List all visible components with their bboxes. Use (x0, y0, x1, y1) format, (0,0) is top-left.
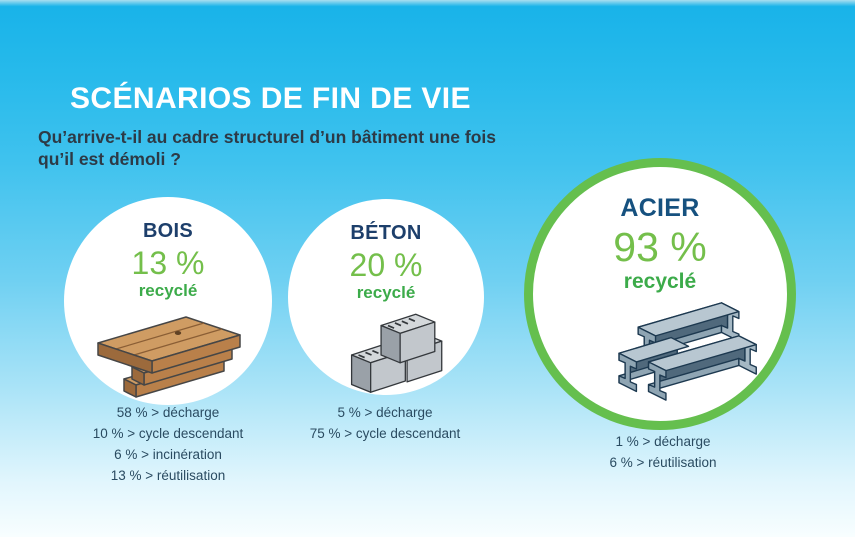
steel-beams-icon (593, 289, 758, 419)
breakdown-beton: 5 % > décharge 75 % > cycle descendant (260, 402, 510, 444)
breakdown-line: 5 % > décharge (337, 405, 433, 420)
breakdown-line: 10 % > cycle descendant (92, 426, 244, 441)
breakdown-line: 6 % > réutilisation (609, 455, 717, 470)
recycled-label: recyclé (623, 270, 697, 293)
breakdown-line: 13 % > réutilisation (110, 468, 226, 483)
material-circle-beton: BÉTON 20 % recyclé (288, 199, 484, 395)
breakdown-line: 1 % > décharge (615, 434, 711, 449)
material-name: BOIS (142, 220, 194, 242)
breakdown-line: 75 % > cycle descendant (309, 426, 461, 441)
concrete-blocks-icon (336, 303, 466, 398)
breakdown-line: 6 % > incinération (114, 447, 222, 462)
material-name: ACIER (620, 194, 700, 222)
material-circle-acier: ACIER 93 % recyclé (524, 158, 796, 430)
recycled-label: recyclé (138, 281, 198, 300)
breakdown-bois: 58 % > décharge 10 % > cycle descendant … (43, 402, 293, 486)
page-title: SCÉNARIOS DE FIN DE VIE (70, 82, 471, 115)
material-name: BÉTON (350, 222, 422, 244)
recycled-percent: 13 % (131, 245, 205, 281)
breakdown-acier: 1 % > décharge 6 % > réutilisation (538, 431, 788, 473)
breakdown-line: 58 % > décharge (116, 405, 220, 420)
page-subtitle: Qu’arrive-t-il au cadre structurel d’un … (38, 127, 496, 169)
material-circle-bois: BOIS 13 % recyclé (64, 197, 272, 405)
wood-planks-icon (88, 301, 258, 401)
recycled-label: recyclé (356, 283, 416, 302)
recycled-percent: 20 % (349, 247, 423, 283)
recycled-percent: 93 % (613, 224, 707, 270)
